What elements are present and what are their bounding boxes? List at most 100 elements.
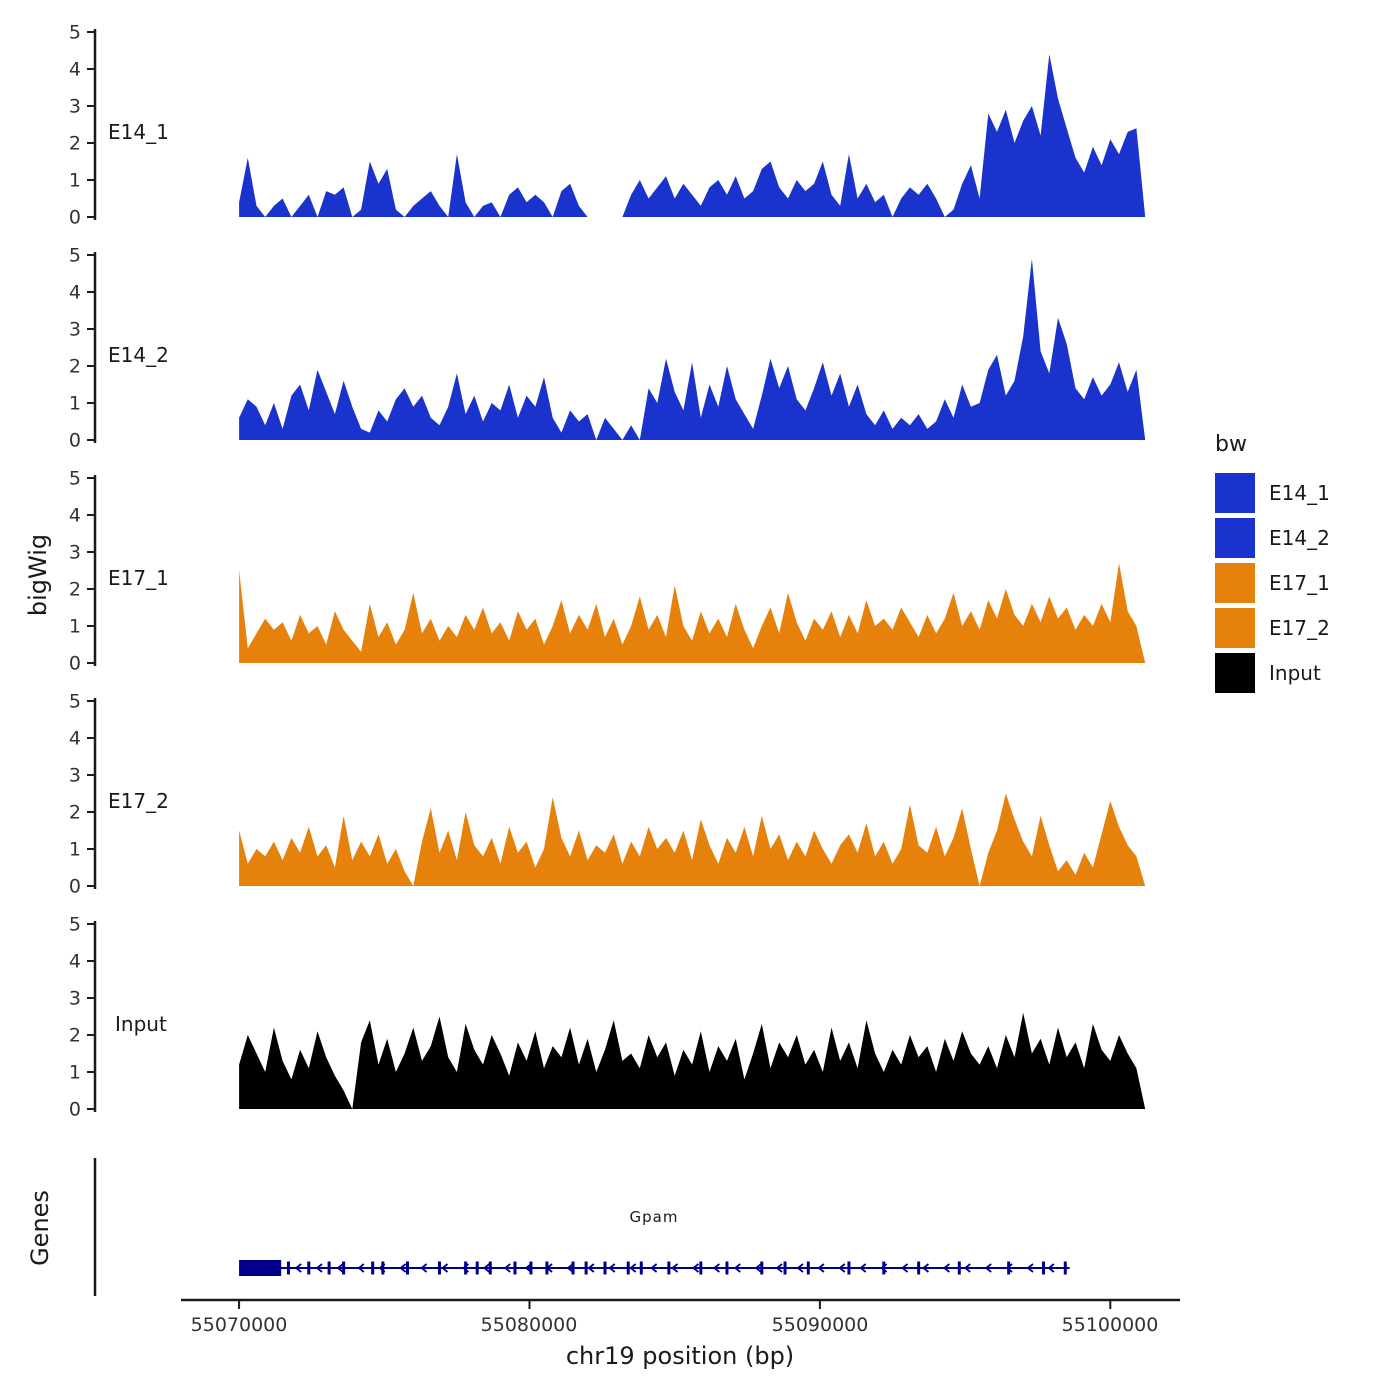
gene-strand-arrow bbox=[859, 1263, 867, 1273]
y-tick-label: 1 bbox=[69, 393, 81, 415]
gene-thick-exon bbox=[239, 1260, 282, 1276]
gene-exon bbox=[464, 1261, 468, 1275]
x-tick-label-3: 55090000 bbox=[771, 1314, 869, 1336]
x-axis bbox=[181, 1298, 1180, 1309]
gene-exon bbox=[406, 1261, 410, 1275]
y-tick-label: 5 bbox=[69, 245, 81, 267]
gene-exon bbox=[307, 1261, 311, 1275]
gene-exon bbox=[783, 1261, 787, 1275]
track-E17_1: 0 1 2 3 4 5 bbox=[69, 468, 1146, 675]
track-E17_2: 0 1 2 3 4 5 bbox=[69, 691, 1146, 898]
gene-strand-arrow bbox=[963, 1263, 971, 1273]
gene-exon bbox=[342, 1261, 346, 1275]
legend-swatch bbox=[1215, 608, 1255, 648]
track-label-input: Input bbox=[115, 1012, 167, 1036]
gene-exon bbox=[847, 1261, 851, 1275]
legend-entry-label: E14_2 bbox=[1269, 526, 1330, 550]
gene-exon bbox=[667, 1261, 671, 1275]
y-tick-label: 5 bbox=[69, 914, 81, 936]
gene-exon bbox=[882, 1261, 886, 1275]
gene-exon bbox=[327, 1261, 331, 1275]
legend-entry: Input bbox=[1215, 653, 1330, 693]
y-tick-label: 0 bbox=[69, 207, 81, 229]
y-tick-label: 2 bbox=[69, 802, 81, 824]
gene-strand-arrow bbox=[880, 1263, 888, 1273]
gene-exon bbox=[381, 1261, 385, 1275]
gene-strand-arrow bbox=[712, 1263, 720, 1273]
y-tick-label: 1 bbox=[69, 616, 81, 638]
area-E17_1 bbox=[239, 563, 1146, 663]
gene-strand-arrow bbox=[796, 1263, 804, 1273]
gene-exon bbox=[1042, 1261, 1046, 1275]
gene-strand-arrow bbox=[294, 1263, 302, 1273]
y-tick-label: 1 bbox=[69, 1062, 81, 1084]
gene-exon bbox=[603, 1261, 607, 1275]
legend-entry-label: Input bbox=[1269, 661, 1321, 685]
y-tick-label: 3 bbox=[69, 319, 81, 341]
y-tick-label: 4 bbox=[69, 59, 81, 81]
gene-track bbox=[93, 1158, 1070, 1296]
gene-strand-arrow bbox=[545, 1263, 553, 1273]
gene-exon bbox=[529, 1261, 533, 1275]
gene-exon bbox=[1063, 1261, 1067, 1275]
legend: bw E14_1 E14_2 E17_1 E17_2 Input bbox=[1215, 432, 1330, 698]
gene-strand-arrow bbox=[461, 1263, 469, 1273]
gene-exon bbox=[760, 1261, 764, 1275]
track-label-e17-1: E17_1 bbox=[108, 566, 169, 590]
x-axis-title: chr19 position (bp) bbox=[565, 1342, 795, 1370]
gene-strand-arrow bbox=[838, 1263, 846, 1273]
gene-strand-arrow bbox=[1026, 1263, 1034, 1273]
x-tick-label-2: 55080000 bbox=[480, 1314, 578, 1336]
gene-exon bbox=[571, 1261, 575, 1275]
area-Input bbox=[239, 1012, 1146, 1109]
gene-name-label: Gpam bbox=[629, 1208, 679, 1226]
gene-strand-arrow bbox=[399, 1263, 407, 1273]
legend-swatch bbox=[1215, 518, 1255, 558]
gene-strand-arrow bbox=[503, 1263, 511, 1273]
gene-exon bbox=[626, 1261, 630, 1275]
genes-axis-title: Genes bbox=[26, 1190, 54, 1266]
track-E14_1: 0 1 2 3 4 5 bbox=[69, 22, 1146, 229]
gene-exon bbox=[584, 1261, 588, 1275]
y-tick-label: 2 bbox=[69, 356, 81, 378]
gene-strand-arrow bbox=[608, 1263, 616, 1273]
gene-strand-arrow bbox=[942, 1263, 950, 1273]
track-Input: 0 1 2 3 4 5 bbox=[69, 914, 1146, 1121]
legend-entry: E17_1 bbox=[1215, 563, 1330, 603]
y-tick-label: 0 bbox=[69, 876, 81, 898]
y-tick-label: 4 bbox=[69, 951, 81, 973]
y-tick-label: 2 bbox=[69, 579, 81, 601]
y-tick-label: 4 bbox=[69, 282, 81, 304]
gene-exon bbox=[437, 1261, 441, 1275]
gene-strand-arrow bbox=[1005, 1263, 1013, 1273]
gene-strand-arrow bbox=[1047, 1263, 1055, 1273]
y-tick-label: 5 bbox=[69, 691, 81, 713]
y-tick-label: 0 bbox=[69, 1099, 81, 1121]
gene-exon bbox=[371, 1261, 375, 1275]
gene-exon bbox=[639, 1261, 643, 1275]
area-E14_1 bbox=[239, 54, 1146, 218]
gene-exon bbox=[806, 1261, 810, 1275]
gene-exon bbox=[699, 1261, 703, 1275]
track-label-e14-1: E14_1 bbox=[108, 120, 169, 144]
y-tick-label: 2 bbox=[69, 1025, 81, 1047]
area-E14_2 bbox=[239, 258, 1146, 440]
gene-exon bbox=[475, 1261, 479, 1275]
gene-exon bbox=[725, 1261, 729, 1275]
gene-exon bbox=[1007, 1261, 1011, 1275]
gene-strand-arrow bbox=[817, 1263, 825, 1273]
y-tick-label: 3 bbox=[69, 542, 81, 564]
gene-exon bbox=[513, 1261, 517, 1275]
gene-strand-arrow bbox=[441, 1263, 449, 1273]
gene-strand-arrow bbox=[420, 1263, 428, 1273]
legend-title: bw bbox=[1215, 432, 1247, 457]
legend-entry: E17_2 bbox=[1215, 608, 1330, 648]
y-tick-label: 4 bbox=[69, 728, 81, 750]
y-tick-label: 0 bbox=[69, 653, 81, 675]
gene-strand-arrow bbox=[524, 1263, 532, 1273]
gene-strand-arrow bbox=[336, 1263, 344, 1273]
y-tick-label: 3 bbox=[69, 96, 81, 118]
gene-strand-arrow bbox=[922, 1263, 930, 1273]
gene-strand-arrow bbox=[691, 1263, 700, 1273]
